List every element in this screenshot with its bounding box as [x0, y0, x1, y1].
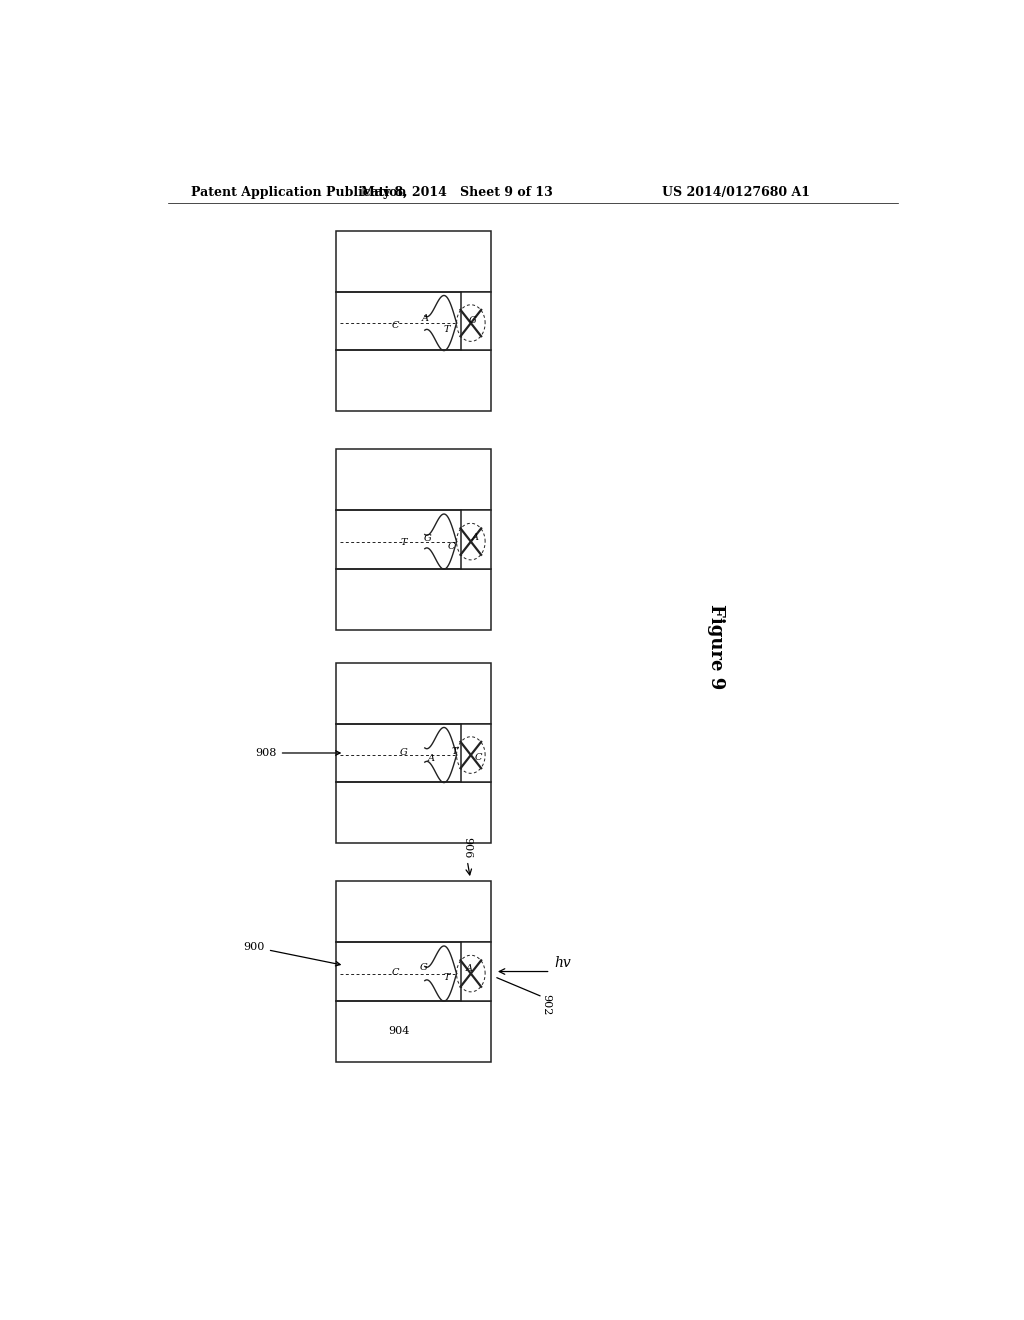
Text: T: T: [400, 539, 407, 546]
Text: C: C: [392, 321, 399, 330]
Text: T: T: [443, 325, 451, 334]
Text: G: G: [469, 315, 476, 325]
Text: T: T: [452, 747, 458, 756]
Text: 902: 902: [542, 994, 552, 1015]
Text: G: G: [423, 535, 431, 543]
Text: A: A: [428, 754, 434, 763]
Text: C: C: [447, 543, 455, 552]
Bar: [336, 783, 492, 843]
Bar: [336, 880, 492, 942]
Text: A: A: [466, 964, 473, 973]
Bar: [461, 292, 492, 351]
Text: 900: 900: [244, 942, 340, 966]
Text: T: T: [443, 973, 451, 982]
Text: 908: 908: [255, 748, 340, 758]
Text: Patent Application Publication: Patent Application Publication: [191, 186, 407, 199]
Text: US 2014/0127680 A1: US 2014/0127680 A1: [663, 186, 811, 199]
Text: C: C: [392, 968, 399, 977]
Bar: [461, 942, 492, 1001]
Bar: [461, 723, 492, 783]
Bar: [336, 569, 492, 630]
Bar: [336, 351, 492, 412]
Text: May 8, 2014   Sheet 9 of 13: May 8, 2014 Sheet 9 of 13: [361, 186, 553, 199]
Text: A: A: [471, 533, 478, 543]
Text: Figure 9: Figure 9: [708, 603, 725, 689]
Bar: [461, 510, 492, 569]
Text: 906: 906: [462, 837, 472, 859]
Bar: [336, 449, 492, 510]
Text: 904: 904: [388, 1027, 410, 1036]
Bar: [336, 1001, 492, 1063]
Text: A: A: [421, 314, 428, 323]
Text: G: G: [420, 964, 427, 972]
Bar: [336, 231, 492, 292]
Text: G: G: [399, 748, 408, 758]
Text: hv: hv: [555, 957, 571, 970]
Text: C: C: [475, 752, 482, 762]
Bar: [336, 663, 492, 723]
